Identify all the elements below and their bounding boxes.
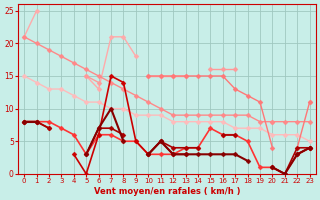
X-axis label: Vent moyen/en rafales ( km/h ): Vent moyen/en rafales ( km/h ) — [94, 187, 240, 196]
